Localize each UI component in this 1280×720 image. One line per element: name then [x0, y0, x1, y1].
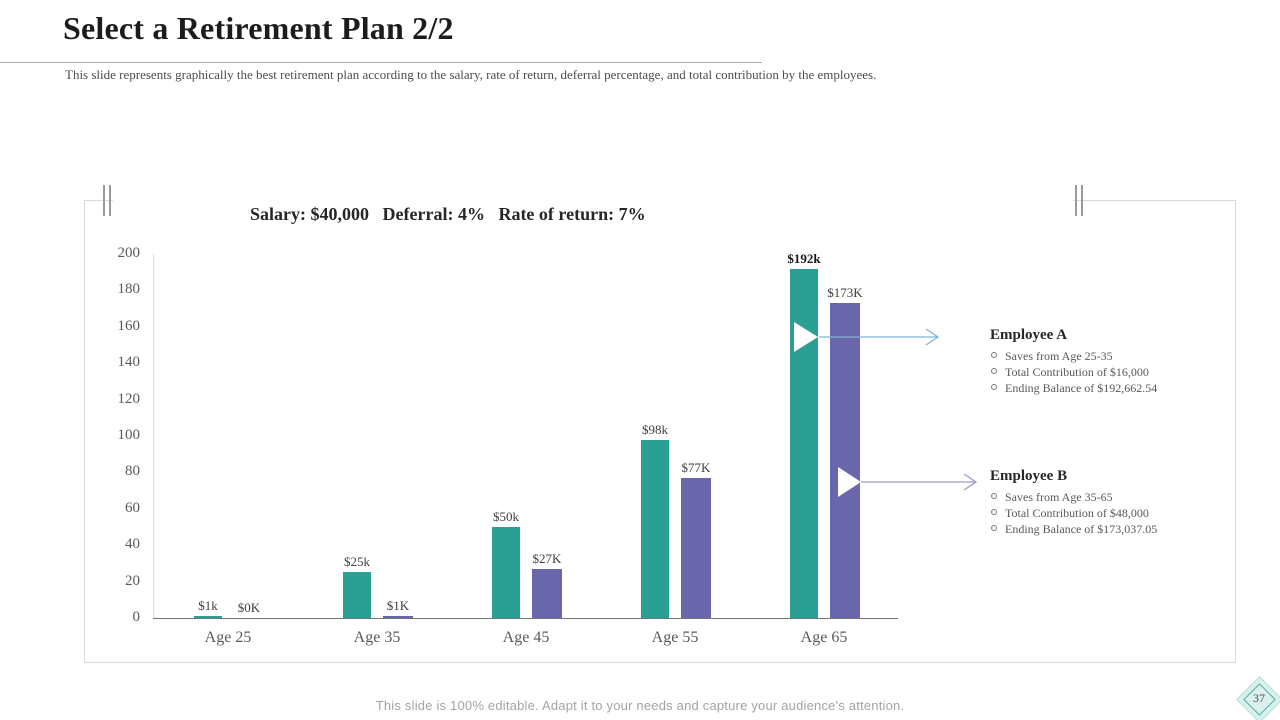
chart-panel: [84, 200, 1236, 663]
play-icon-employee-b: [838, 467, 861, 497]
chart-title: Salary: $40,000 Deferral: 4% Rate of ret…: [250, 204, 646, 224]
slide-title: Select a Retirement Plan 2/2: [63, 10, 454, 46]
frame-tick-right-1-icon: [1075, 185, 1077, 216]
footer-note: This slide is 100% editable. Adapt it to…: [375, 698, 905, 713]
frame-tick-left-2-icon: [109, 185, 111, 216]
bullet-item: Ending Balance of $173,037.05: [990, 523, 1220, 535]
bullet-item: Saves from Age 25-35: [990, 350, 1220, 362]
employee-b-callout: Employee B Saves from Age 35-65 Total Con…: [990, 468, 1220, 539]
title-divider: [0, 62, 762, 63]
frame-tick-right-2-icon: [1081, 185, 1083, 216]
employee-a-bullets: Saves from Age 25-35 Total Contribution o…: [990, 350, 1220, 394]
bullet-circle-icon: [991, 384, 997, 390]
employee-a-callout: Employee A Saves from Age 25-35 Total Con…: [990, 327, 1220, 398]
bullet-circle-icon: [991, 493, 997, 499]
chart-title-backplate: [113, 185, 1073, 215]
employee-b-bullets: Saves from Age 35-65 Total Contribution o…: [990, 491, 1220, 535]
bullet-circle-icon: [991, 368, 997, 374]
page-number: 37: [1253, 691, 1265, 705]
bullet-item: Total Contribution of $16,000: [990, 366, 1220, 378]
bullet-item: Ending Balance of $192,662.54: [990, 382, 1220, 394]
arrow-to-employee-b: [861, 473, 978, 491]
arrow-to-employee-a: [819, 328, 940, 346]
bullet-circle-icon: [991, 509, 997, 515]
employee-b-heading: Employee B: [990, 468, 1068, 484]
play-icon-employee-a: [794, 322, 818, 352]
slide-subtitle: This slide represents graphically the be…: [65, 67, 877, 82]
frame-tick-left-1-icon: [103, 185, 105, 216]
bullet-item: Saves from Age 35-65: [990, 491, 1220, 503]
bullet-circle-icon: [991, 352, 997, 358]
employee-a-heading: Employee A: [990, 327, 1068, 343]
bullet-circle-icon: [991, 525, 997, 531]
bullet-item: Total Contribution of $48,000: [990, 507, 1220, 519]
